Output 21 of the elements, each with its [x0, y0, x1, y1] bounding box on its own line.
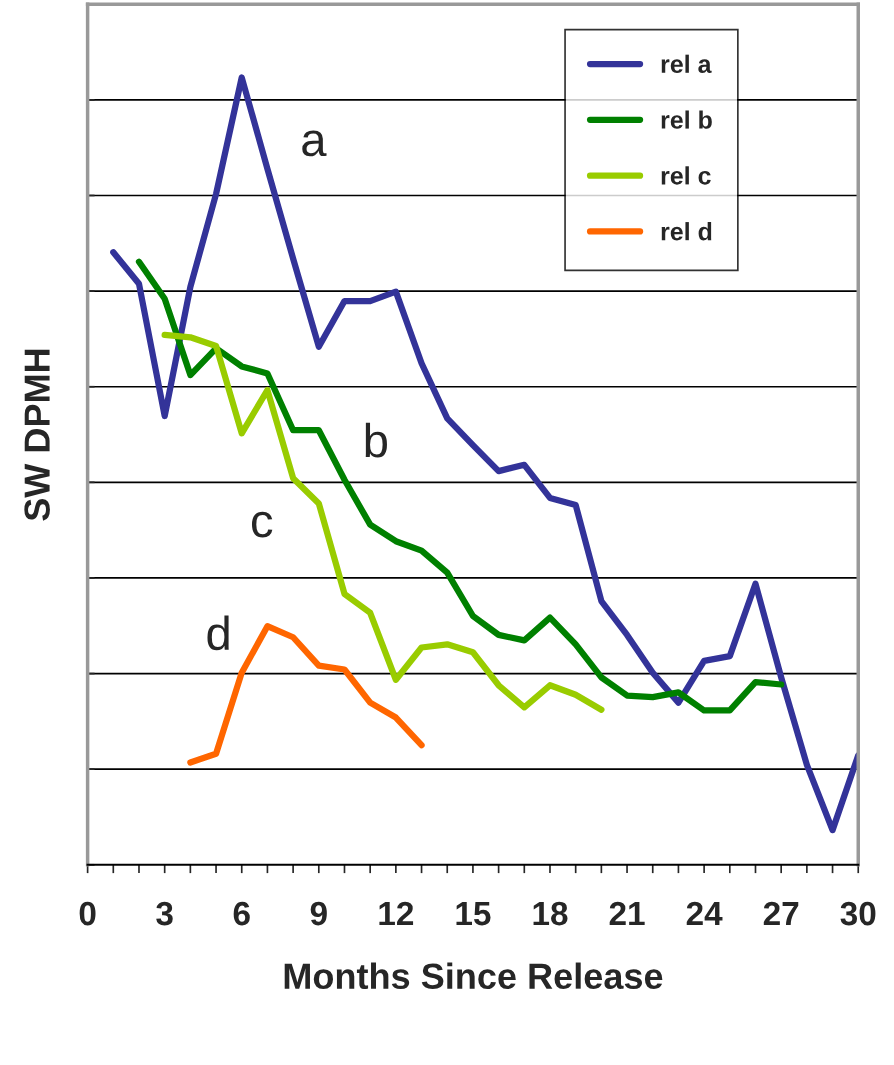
x-tick-label: 27: [763, 901, 799, 926]
legend-label: rel a: [661, 54, 712, 74]
annotation: d: [207, 615, 229, 651]
x-tick-label: 12: [379, 901, 414, 926]
annotation: b: [365, 422, 387, 458]
x-axis-title: Months Since Release: [284, 962, 663, 990]
legend-label: rel d: [661, 222, 712, 241]
annotation: a: [302, 130, 327, 157]
legend-label: rel b: [661, 110, 712, 129]
x-tick-label: 15: [456, 902, 491, 926]
annotation: c: [251, 511, 273, 538]
x-tick-label: 21: [609, 901, 645, 926]
x-tick-label: 3: [156, 901, 173, 926]
legend-label: rel c: [661, 166, 711, 185]
x-tick-label: 6: [233, 901, 250, 926]
x-tick-label: 24: [686, 901, 723, 926]
y-axis-title: SW DPMH: [24, 349, 50, 521]
x-tick-label: 30: [840, 901, 876, 926]
x-tick-label: 9: [310, 901, 327, 926]
x-tick-label: 0: [79, 901, 96, 926]
x-tick-label: 18: [533, 901, 568, 926]
